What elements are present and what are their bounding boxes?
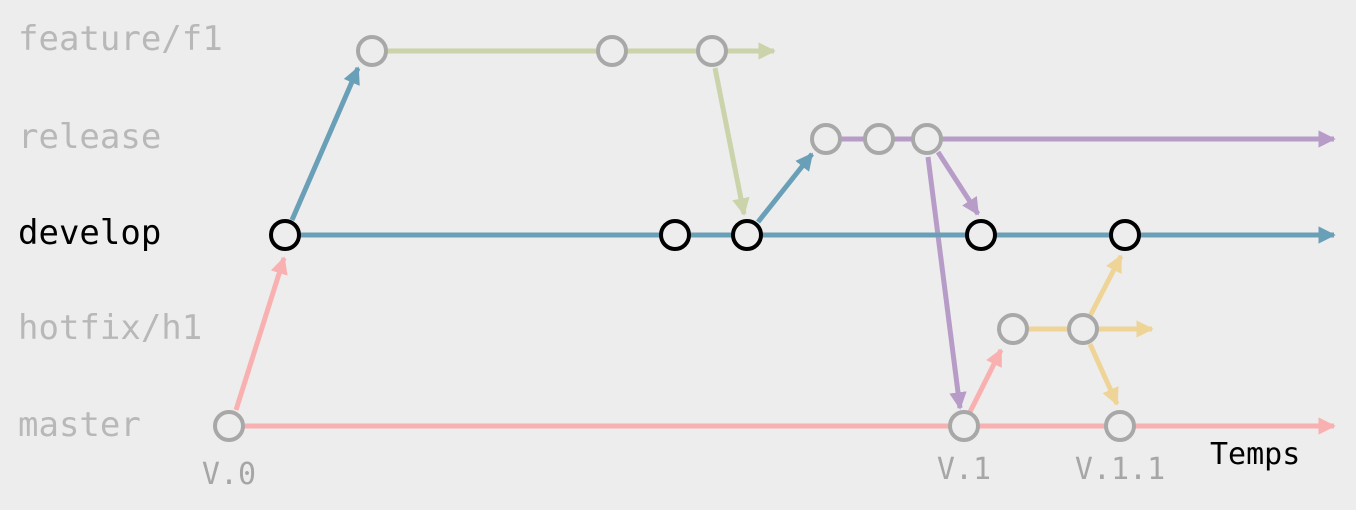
commit-node-active <box>269 219 301 251</box>
master-commits <box>213 410 1136 442</box>
develop-to-release-arrow <box>756 152 814 224</box>
commit-node <box>997 313 1029 345</box>
hotfix-to-master-arrow <box>1087 342 1120 406</box>
master-to-hotfix-arrow <box>967 348 1004 414</box>
commit-node <box>1104 410 1136 442</box>
feature-commits <box>356 35 728 67</box>
develop-commits <box>269 219 1141 251</box>
tag-v11: V.1.1 <box>1075 452 1165 487</box>
master-branch <box>229 256 1336 435</box>
commit-node <box>948 410 980 442</box>
lane-label-feature: feature/f1 <box>18 19 223 59</box>
commit-node-active <box>1109 219 1141 251</box>
develop-to-feature-arrow <box>289 66 361 221</box>
time-axis-label: Temps <box>1210 437 1300 472</box>
lane-label-release: release <box>18 117 161 157</box>
commit-node <box>696 35 728 67</box>
commit-node <box>863 123 895 155</box>
commit-node <box>213 410 245 442</box>
commit-node <box>810 123 842 155</box>
lane-label-hotfix: hotfix/h1 <box>18 308 202 348</box>
commit-node-active <box>659 219 691 251</box>
hotfix-to-develop-arrow <box>1087 254 1124 318</box>
release-commits <box>810 123 943 155</box>
tag-v0: V.0 <box>202 457 256 492</box>
commit-node <box>356 35 388 67</box>
hotfix-commits <box>997 313 1099 345</box>
commit-node <box>911 123 943 155</box>
commit-node <box>596 35 628 67</box>
master-to-develop-arrow <box>233 256 288 411</box>
commit-node-active <box>731 219 763 251</box>
develop-branch <box>285 66 1336 244</box>
release-to-master-arrow <box>925 156 967 410</box>
commit-node <box>1067 313 1099 345</box>
feature-branch <box>372 42 776 216</box>
commit-node-active <box>965 219 997 251</box>
tag-v1: V.1 <box>937 452 991 487</box>
feature-merge-arrow <box>712 67 750 216</box>
lane-label-develop: develop <box>18 213 161 253</box>
release-branch <box>826 130 1336 410</box>
release-to-develop-arrow <box>935 150 981 216</box>
lane-label-master: master <box>18 405 141 445</box>
